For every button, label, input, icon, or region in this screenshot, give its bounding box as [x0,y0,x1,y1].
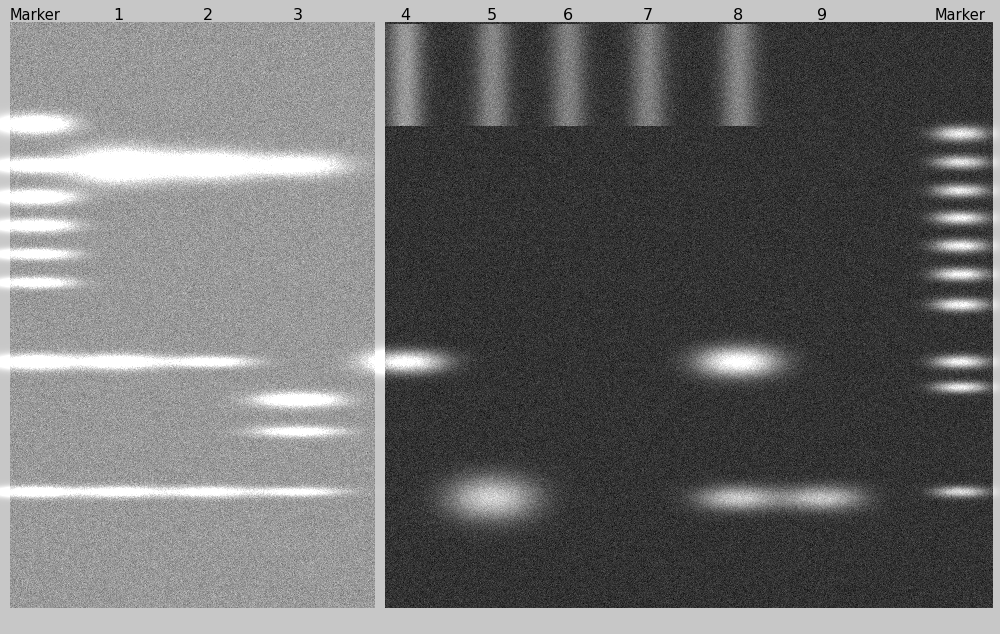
Text: 7: 7 [643,8,653,23]
Text: 9: 9 [817,8,827,23]
Text: 5: 5 [487,8,497,23]
Text: Marker: Marker [935,8,985,23]
Text: 6: 6 [563,8,573,23]
Text: 1: 1 [113,8,123,23]
Text: 3: 3 [293,8,303,23]
Text: 8: 8 [733,8,743,23]
Text: 2: 2 [203,8,213,23]
Text: Marker: Marker [10,8,60,23]
Text: 4: 4 [400,8,410,23]
